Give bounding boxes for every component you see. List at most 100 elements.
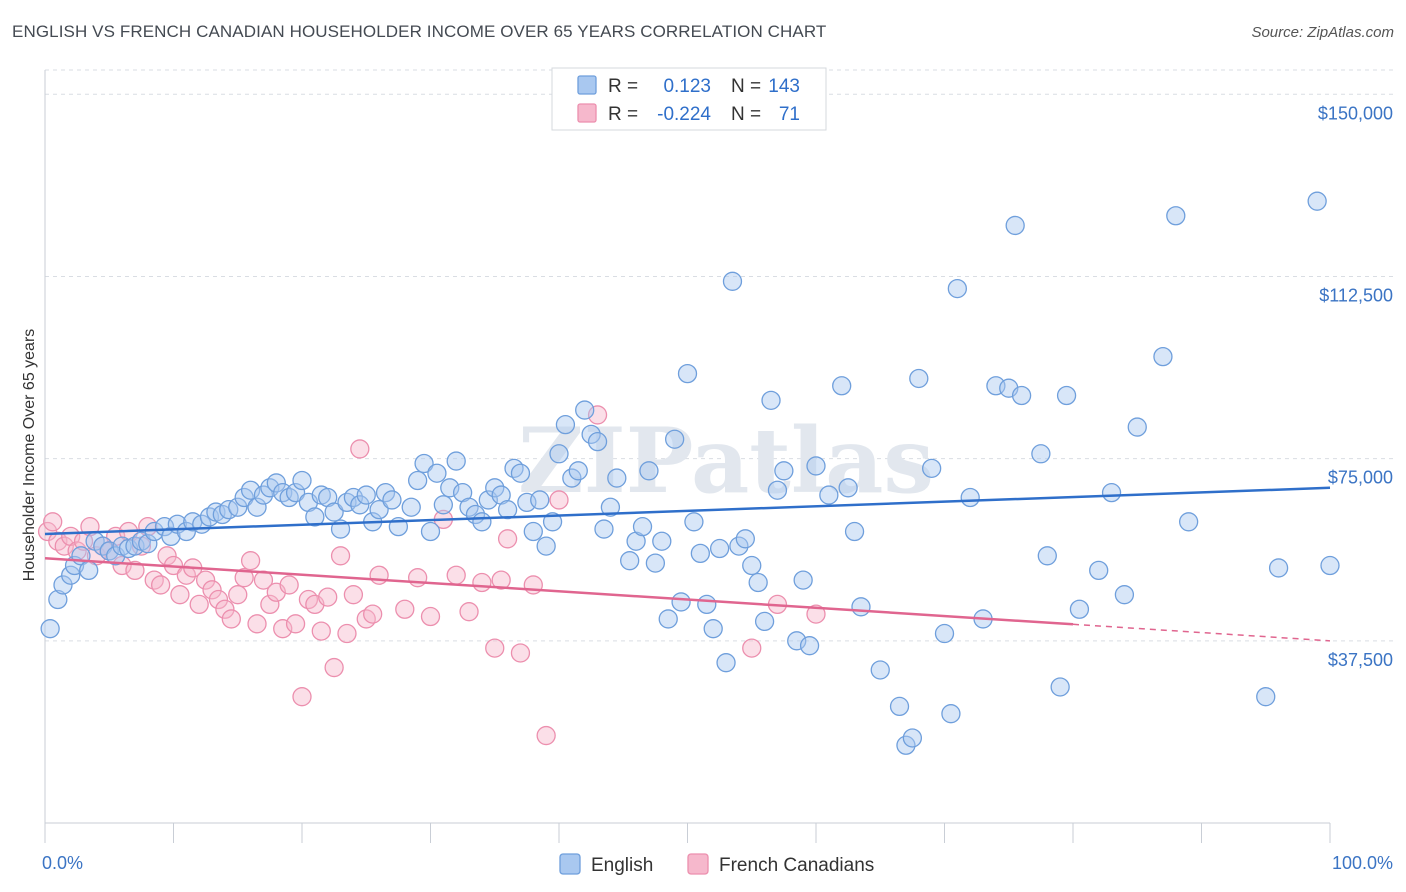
english-point bbox=[761, 390, 781, 410]
english-point bbox=[1005, 215, 1025, 236]
english-point bbox=[369, 500, 389, 520]
english-point bbox=[1101, 483, 1122, 503]
y-tick-label: $112,500 bbox=[1319, 285, 1393, 305]
english-point bbox=[427, 463, 447, 483]
french-canadians-point bbox=[215, 599, 235, 619]
french-canadians-point bbox=[189, 594, 209, 615]
english-point bbox=[587, 431, 608, 452]
english-point bbox=[677, 363, 698, 384]
english-point bbox=[414, 453, 434, 474]
y-axis-title: Householder Income Over 65 years bbox=[21, 329, 38, 582]
english-point bbox=[819, 485, 839, 505]
french-canadians-point bbox=[459, 602, 479, 622]
french-canadians-point bbox=[510, 643, 531, 663]
french-canadians-point bbox=[43, 512, 63, 532]
french-canadians-point bbox=[491, 570, 511, 590]
english-point bbox=[497, 500, 518, 520]
french-canadians-point bbox=[285, 614, 306, 634]
french-canadians-point bbox=[125, 560, 145, 581]
french-canadians-point bbox=[208, 589, 229, 610]
watermark: ZIPatlas bbox=[518, 408, 934, 514]
series-legend-swatch-french bbox=[687, 853, 709, 875]
english-point bbox=[247, 497, 267, 517]
english-point bbox=[575, 400, 595, 420]
french-canadians-point bbox=[247, 614, 267, 634]
y-tick-label: $75,000 bbox=[1328, 468, 1393, 488]
french-canadians-point bbox=[228, 585, 248, 605]
english-point bbox=[420, 521, 441, 542]
french-canadians-point bbox=[536, 725, 556, 746]
french-canadians-point bbox=[234, 568, 254, 588]
english-point bbox=[652, 531, 672, 551]
english-point bbox=[285, 483, 306, 503]
english-point bbox=[716, 653, 736, 673]
english-point bbox=[53, 575, 73, 595]
english-point bbox=[401, 497, 421, 517]
english-point bbox=[896, 735, 916, 755]
english-point bbox=[658, 609, 678, 629]
english-point bbox=[748, 572, 768, 593]
english-point bbox=[697, 594, 717, 615]
english-point bbox=[356, 485, 376, 505]
english-point bbox=[549, 444, 569, 464]
english-point bbox=[767, 480, 788, 500]
french-canadians-point bbox=[420, 606, 441, 627]
english-point bbox=[645, 553, 666, 573]
legend-n-label: N = bbox=[731, 104, 761, 125]
english-point bbox=[266, 473, 286, 493]
legend-n-label: N = bbox=[731, 76, 761, 97]
english-point bbox=[562, 468, 582, 488]
english-point bbox=[742, 555, 762, 576]
series-legend-label-french: French Canadians bbox=[719, 855, 874, 876]
english-point bbox=[1268, 558, 1289, 578]
legend-n-value-french: 71 bbox=[779, 104, 800, 125]
french-canadians-point bbox=[497, 529, 518, 549]
english-point bbox=[1166, 206, 1186, 226]
axes bbox=[44, 70, 1331, 843]
english-point bbox=[754, 611, 775, 632]
french-canadians-point bbox=[195, 570, 216, 590]
english-point bbox=[459, 497, 479, 517]
english-point bbox=[735, 529, 755, 549]
y-tick-label: $37,500 bbox=[1328, 650, 1393, 670]
french-trend-line-extension bbox=[1072, 623, 1331, 642]
english-point bbox=[536, 536, 556, 556]
english-point bbox=[941, 704, 961, 724]
french-canadians-point bbox=[407, 568, 428, 588]
legend-r-value-english: 0.123 bbox=[663, 76, 711, 97]
english-point bbox=[665, 429, 685, 449]
french-canadians-point bbox=[150, 575, 171, 595]
french-canadians-point bbox=[446, 565, 466, 585]
legend-r-value-french: -0.224 bbox=[657, 104, 711, 125]
english-point bbox=[1307, 191, 1327, 211]
english-point bbox=[350, 495, 370, 515]
english-trend-line bbox=[44, 486, 1331, 536]
french-canadians-point bbox=[157, 546, 177, 566]
french-canadians-point bbox=[363, 604, 383, 624]
english-point bbox=[581, 424, 601, 445]
english-point bbox=[40, 619, 60, 639]
french-canadians-point bbox=[318, 587, 338, 607]
french-canadians-point bbox=[311, 621, 331, 641]
english-point bbox=[568, 461, 588, 481]
english-point bbox=[1056, 385, 1077, 406]
english-point bbox=[934, 623, 955, 644]
english-point bbox=[690, 543, 710, 564]
english-point bbox=[1320, 555, 1340, 576]
english-point bbox=[382, 490, 402, 510]
english-point bbox=[433, 495, 454, 515]
english-point bbox=[176, 521, 197, 542]
french-canadians-point bbox=[330, 546, 351, 566]
y-tick-labels: $37,500 $75,000 $112,500 $150,000 bbox=[1318, 103, 1393, 670]
english-point bbox=[703, 619, 723, 639]
english-point bbox=[1011, 385, 1032, 406]
english-point bbox=[793, 570, 813, 590]
english-point bbox=[671, 592, 691, 612]
x-tick-label: 0.0% bbox=[42, 853, 83, 873]
french-canadians-point bbox=[324, 657, 344, 678]
english-point bbox=[594, 519, 614, 539]
english-point bbox=[1153, 346, 1173, 367]
french-canadians-point bbox=[221, 609, 241, 629]
english-point bbox=[472, 512, 492, 532]
english-point bbox=[1037, 546, 1057, 566]
